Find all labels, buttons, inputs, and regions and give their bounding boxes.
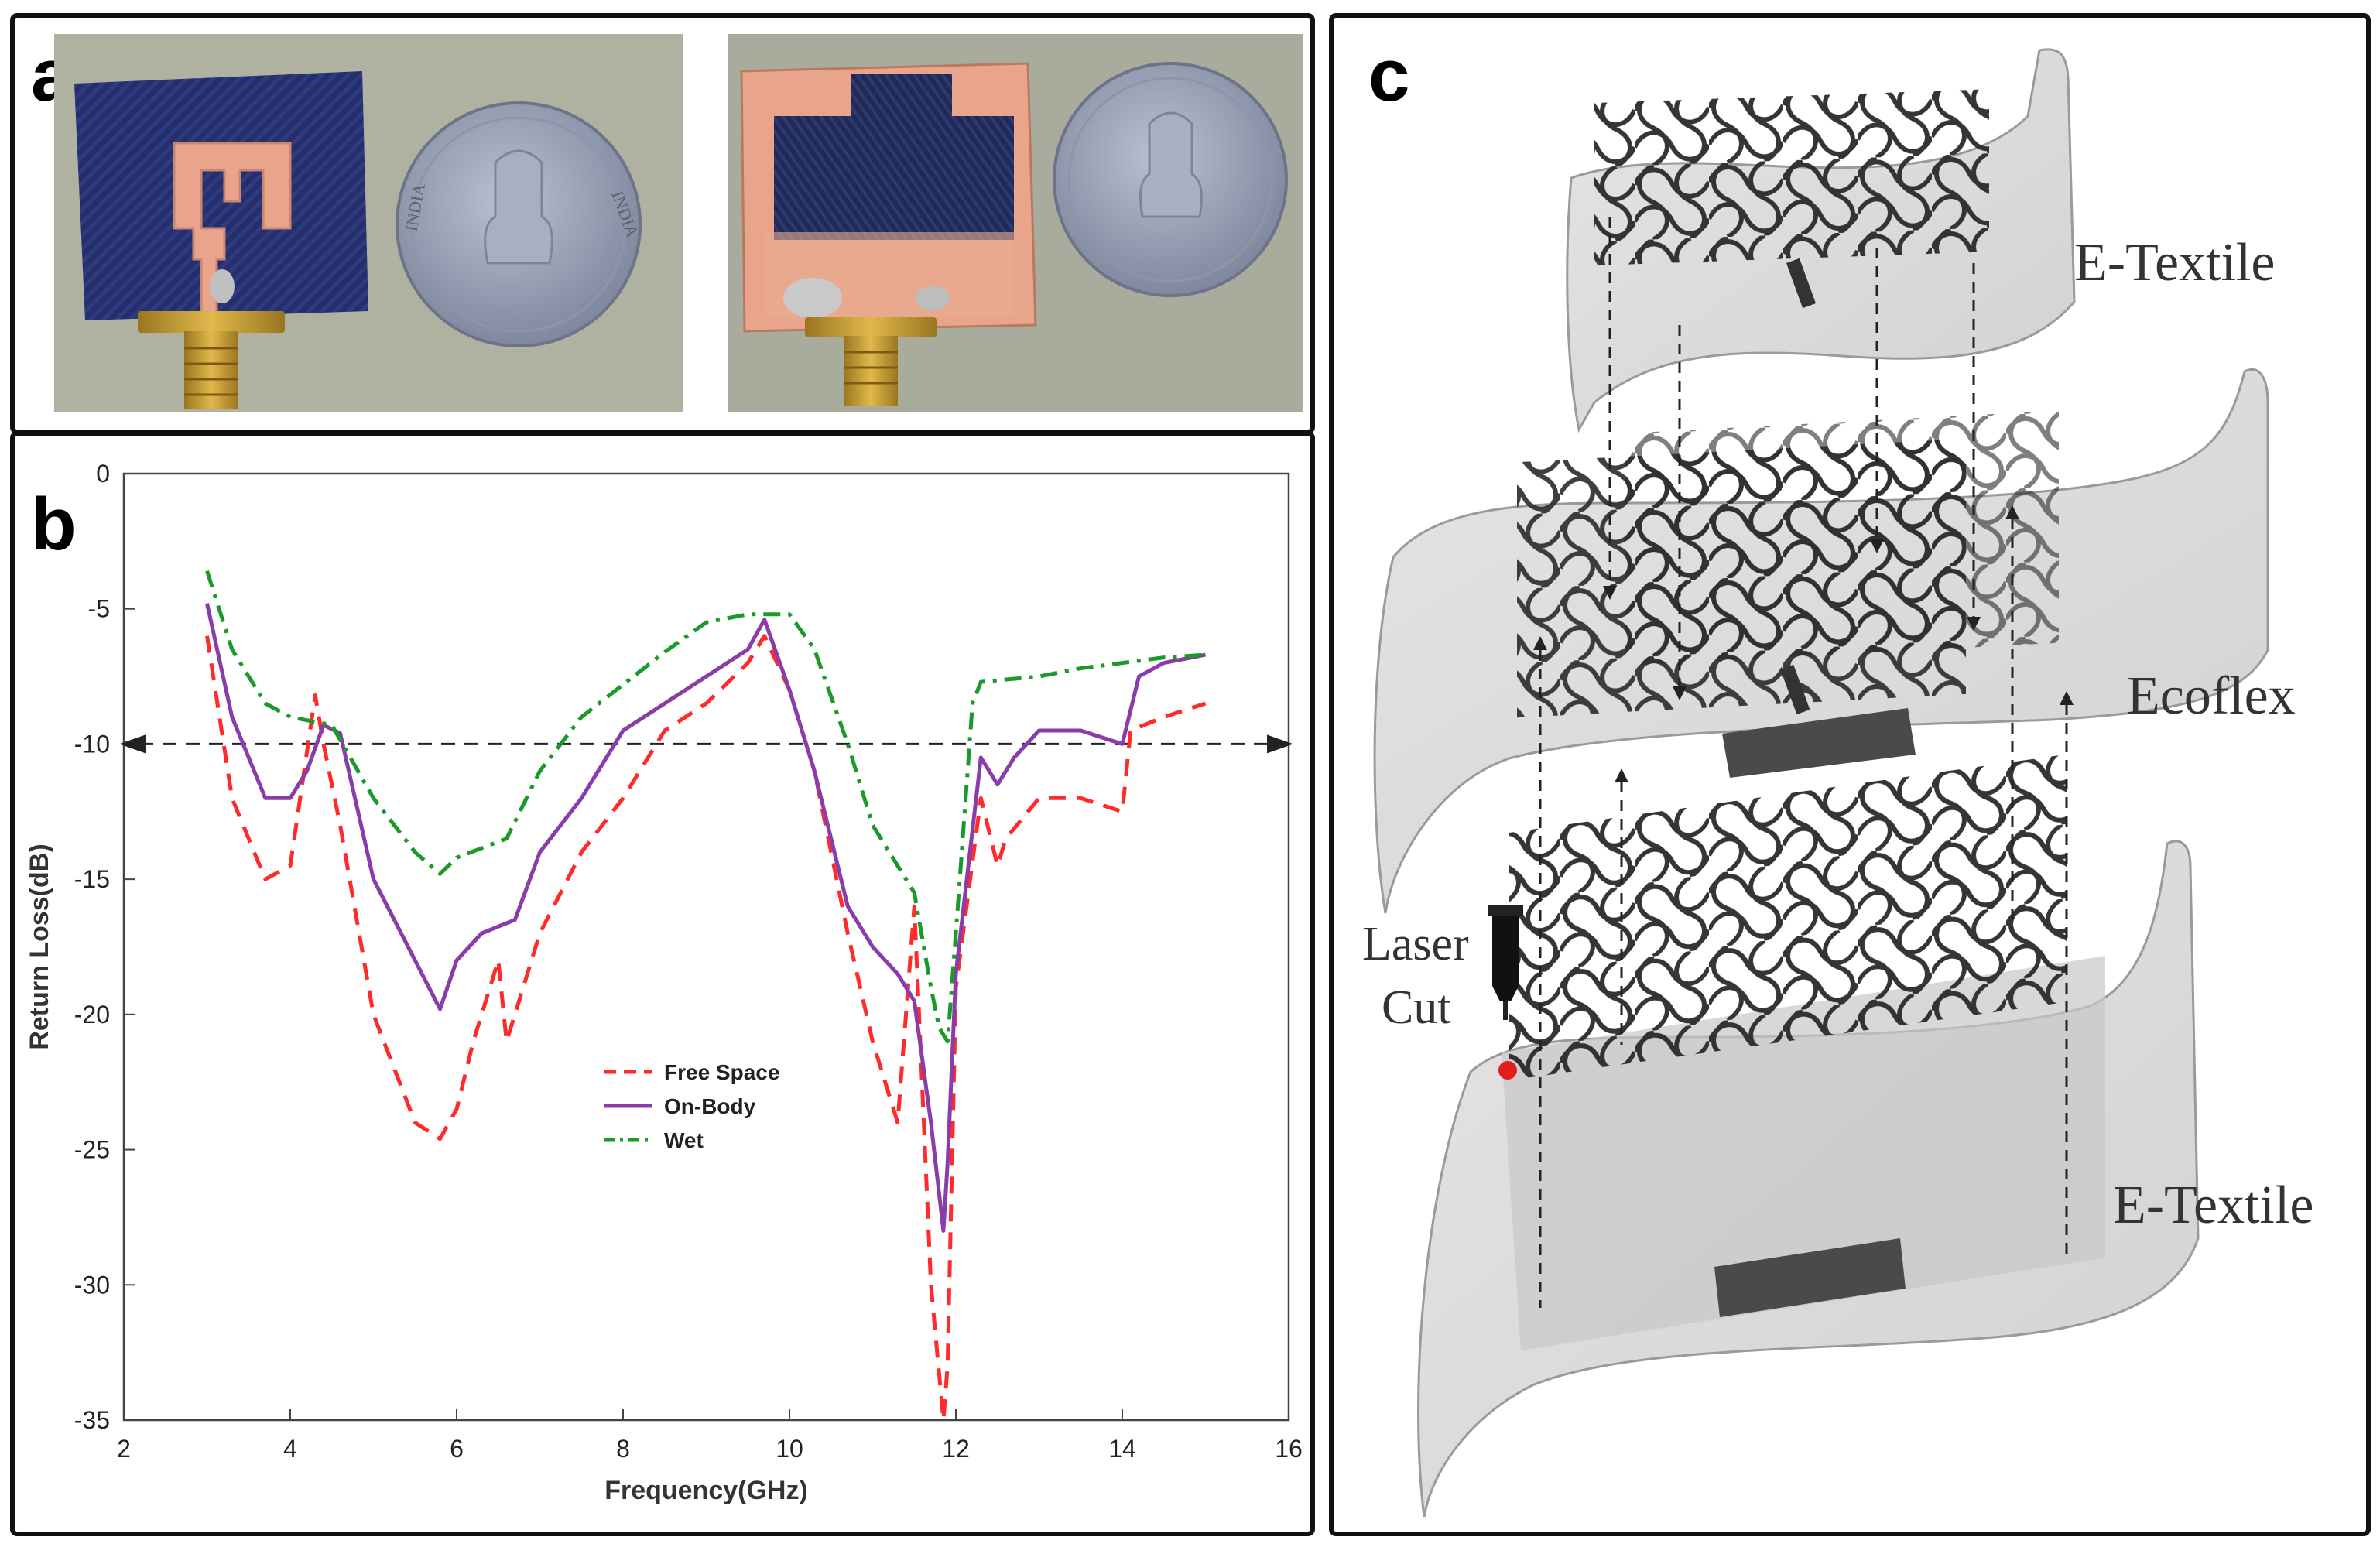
laser-label-line1: Laser (1362, 918, 1469, 970)
panel-b: b 2 4 6 8 10 12 14 16 0 -5 -10 -15 -20 -25 -30 -35 Fre… (10, 431, 1315, 1536)
x-tick-label: 10 (776, 1435, 803, 1463)
layer-top-etextile: E-Textile (1566, 48, 2275, 433)
panel-c-label: c (1368, 34, 1409, 117)
threshold-arrow-left (119, 734, 146, 754)
panel-c: c E-Textile Ecoflex E-Textile (1329, 13, 2371, 1536)
x-axis-label: Frequency(GHz) (604, 1476, 808, 1505)
layer-bottom-etextile: E-Textile (1417, 754, 2313, 1518)
serpentine-pattern-bottom (1509, 754, 2067, 1080)
feed-slot-top (1786, 258, 1817, 309)
y-tick-label: -5 (88, 595, 110, 623)
y-tick-label: -25 (74, 1136, 110, 1164)
denim-substrate (74, 71, 368, 320)
photo-antenna-back (728, 34, 1303, 412)
y-tick-label: -30 (74, 1271, 110, 1299)
layer-label-middle: Ecoflex (2127, 666, 2296, 726)
legend-entry: On-Body (664, 1094, 756, 1118)
serpentine-pattern-middle-b (1625, 410, 2059, 666)
y-tick-label: -10 (74, 730, 110, 758)
photo-antenna-front: INDIA INDIA (54, 34, 683, 412)
alignment-arrowheads (1533, 505, 2074, 782)
feed-slot-middle (1780, 664, 1810, 715)
y-axis-ticks: 0 -5 -10 -15 -20 -25 -30 -35 (74, 460, 135, 1434)
denim-window (774, 74, 1014, 240)
legend: Free Space On-Body Wet (604, 1060, 779, 1152)
laser-cutter: Laser Cut (1362, 905, 1523, 1080)
y-tick-label: -20 (74, 1001, 110, 1028)
return-loss-chart: 2 4 6 8 10 12 14 16 0 -5 -10 -15 -20 -25 -30 -35 Frequ… (25, 460, 1303, 1505)
serpentine-pattern-top (1594, 89, 1989, 266)
copper-monopole (173, 142, 292, 323)
series-wet (205, 570, 1206, 1044)
laser-label-line2: Cut (1382, 981, 1451, 1034)
x-tick-label: 2 (117, 1435, 131, 1463)
series-free-space (205, 634, 1207, 1422)
legend-entry: Wet (664, 1128, 704, 1152)
legend-entry: Free Space (664, 1060, 779, 1084)
threshold-arrow-right (1267, 734, 1293, 754)
y-tick-label: -35 (74, 1406, 110, 1434)
x-tick-label: 16 (1275, 1435, 1303, 1463)
x-tick-label: 6 (450, 1435, 464, 1463)
panel-a: a INDIA INDIA (10, 13, 1315, 434)
threshold-line-group (119, 734, 1293, 754)
x-tick-label: 8 (616, 1435, 630, 1463)
plot-area (122, 472, 1290, 1422)
y-axis-label: Return Loss(dB) (25, 844, 54, 1049)
alignment-arrows (1539, 217, 2068, 1308)
panel-b-label: b (31, 483, 77, 566)
layer-label-top: E-Textile (2074, 233, 2275, 293)
patch-block-middle (1722, 708, 1916, 778)
y-tick-label: -15 (74, 865, 110, 893)
sma-connector (138, 311, 285, 333)
layer-middle-ecoflex: Ecoflex (1373, 368, 2296, 914)
laser-spot (1498, 1061, 1517, 1080)
patch-block-bottom (1714, 1238, 1906, 1317)
x-tick-label: 4 (283, 1435, 297, 1463)
layer-label-bottom: E-Textile (2113, 1176, 2313, 1235)
y-tick-label: 0 (96, 460, 110, 488)
series-lines (205, 570, 1207, 1422)
x-tick-label: 12 (942, 1435, 970, 1463)
x-axis-ticks: 2 4 6 8 10 12 14 16 (117, 1409, 1303, 1463)
x-tick-label: 14 (1108, 1435, 1136, 1463)
series-on-body (205, 603, 1206, 1233)
